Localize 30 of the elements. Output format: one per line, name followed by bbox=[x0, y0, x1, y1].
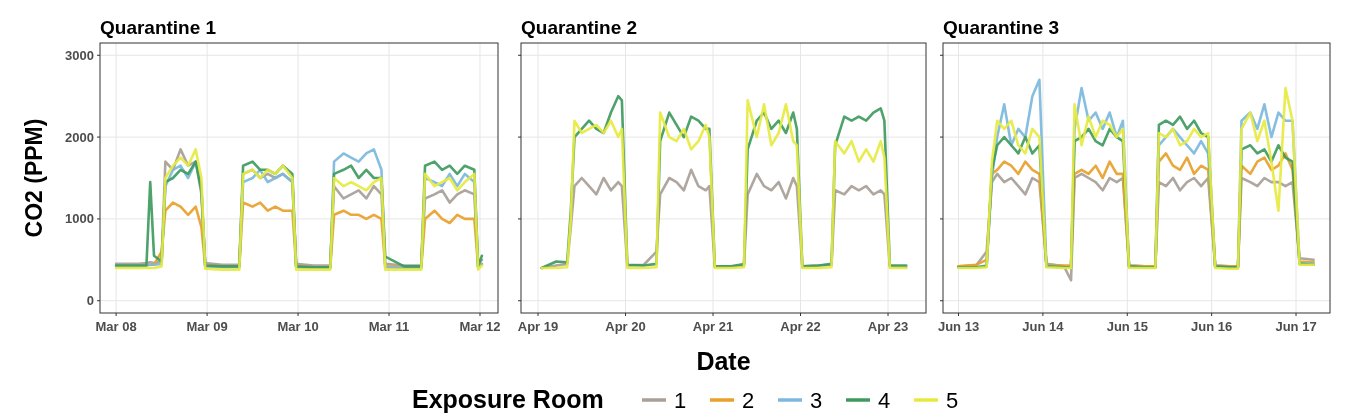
x-tick-label: Mar 12 bbox=[459, 319, 501, 334]
y-tick-label: 2000 bbox=[65, 129, 94, 145]
x-tick-label: Apr 23 bbox=[867, 319, 909, 334]
x-tick-label: Apr 22 bbox=[780, 319, 821, 334]
x-tick-label: Jun 14 bbox=[1022, 319, 1065, 334]
x-tick-label: Apr 20 bbox=[605, 319, 646, 334]
x-tick-label: Apr 21 bbox=[692, 319, 734, 334]
x-tick-label: Mar 08 bbox=[95, 319, 137, 334]
x-tick-label: Mar 11 bbox=[368, 319, 410, 334]
legend-label: 3 bbox=[810, 388, 823, 413]
x-tick-label: Jun 15 bbox=[1106, 319, 1148, 334]
x-tick-label: Apr 19 bbox=[517, 319, 559, 334]
y-tick-label: 1000 bbox=[65, 211, 94, 227]
x-tick-label: Jun 17 bbox=[1275, 319, 1317, 334]
x-tick-label: Jun 16 bbox=[1191, 319, 1233, 334]
legend-label: 5 bbox=[946, 388, 959, 413]
legend-label: 1 bbox=[674, 388, 687, 413]
y-axis-title: CO2 (PPM) bbox=[21, 118, 47, 238]
legend-label: 2 bbox=[742, 388, 755, 413]
x-axis-title: Date bbox=[696, 347, 751, 375]
x-tick-label: Mar 10 bbox=[277, 319, 319, 334]
x-tick-label: Mar 09 bbox=[186, 319, 228, 334]
chart-title: Quarantine 2 bbox=[521, 17, 638, 38]
y-tick-label: 0 bbox=[86, 293, 94, 309]
y-tick-label: 3000 bbox=[65, 47, 94, 63]
legend-label: 4 bbox=[878, 388, 891, 413]
x-tick-label: Jun 13 bbox=[937, 319, 980, 334]
chart-title: Quarantine 3 bbox=[943, 17, 1060, 38]
chart-title: Quarantine 1 bbox=[100, 17, 217, 38]
legend-title: Exposure Room bbox=[412, 385, 604, 413]
